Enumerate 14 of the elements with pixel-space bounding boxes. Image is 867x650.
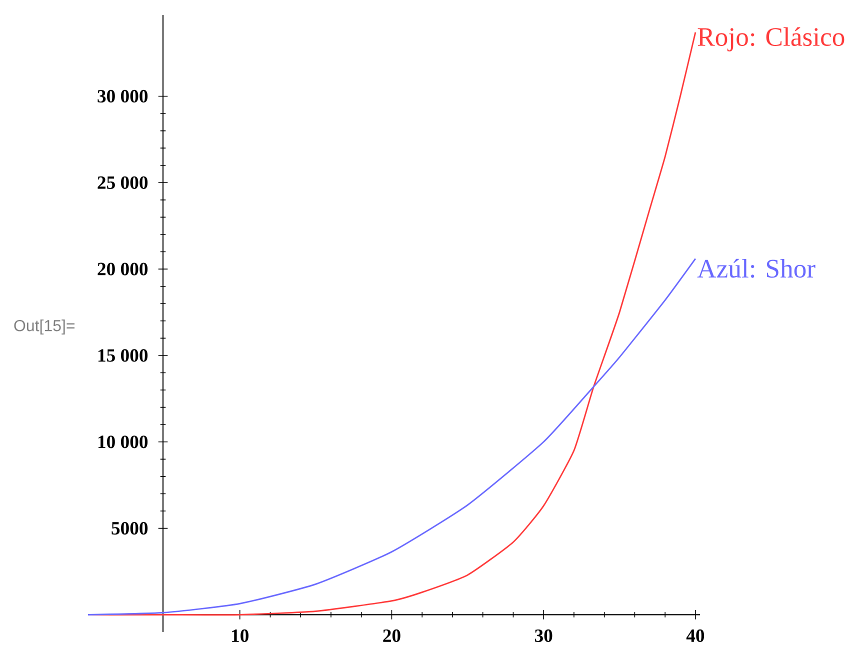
y-tick-label: 20 000: [98, 262, 148, 276]
x-tick-label: 30: [534, 629, 552, 642]
x-tick-label: 10: [232, 629, 248, 642]
y-tick-label: 25 000: [98, 176, 148, 189]
x-tick-label: 20: [383, 629, 400, 642]
y-tick-label: 5000: [112, 522, 148, 535]
line-series: [87, 258, 696, 616]
y-tick-label: 15 000: [98, 349, 148, 362]
x-tick-label: 40: [686, 629, 704, 642]
series-label: Azúl: Shor: [697, 258, 816, 278]
series-label: Rojo: Clásico: [698, 27, 844, 52]
y-tick-label: 10 000: [98, 436, 148, 448]
y-tick-label: 30 000: [98, 90, 148, 103]
text: Out[15]=: [14, 320, 75, 334]
